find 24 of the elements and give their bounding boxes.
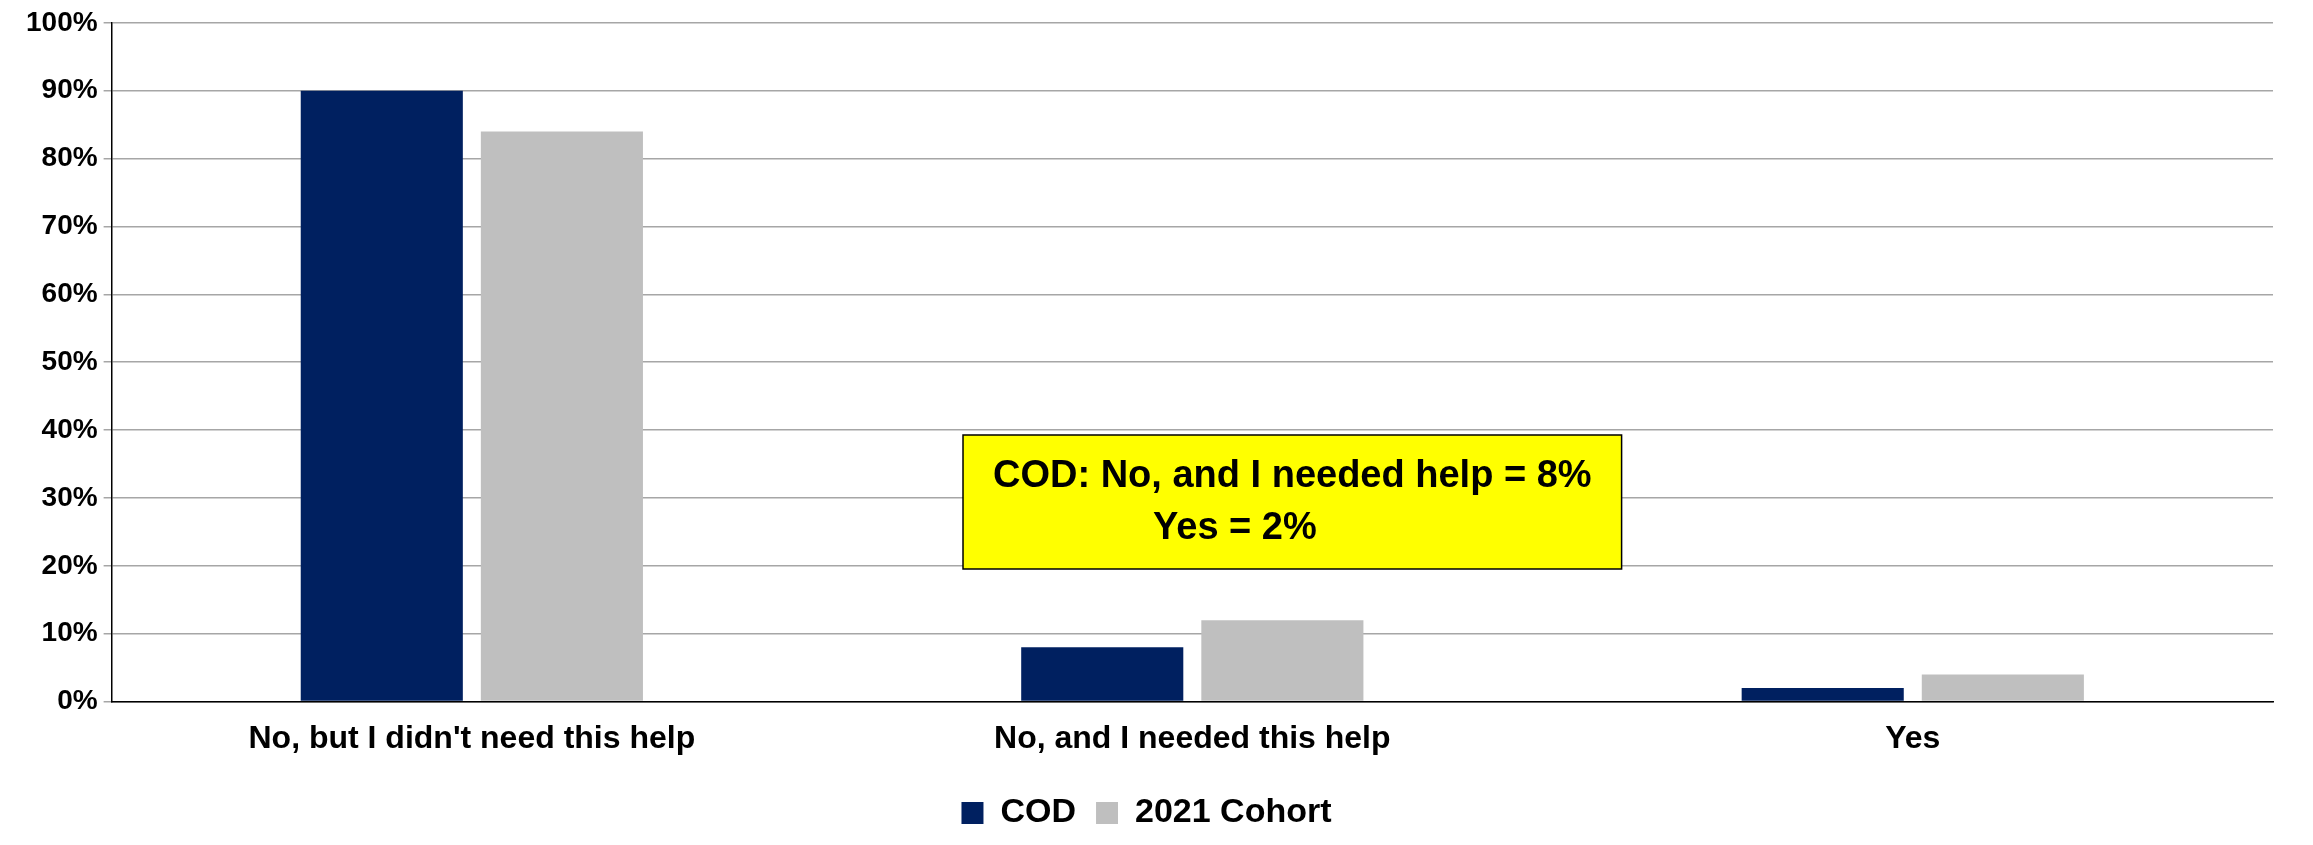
annotation: COD: No, and I needed help = 8%	[993, 452, 1592, 495]
y-tick-label: 70%	[41, 209, 98, 241]
y-tick-label: 40%	[41, 412, 98, 444]
y-tick-label: 90%	[41, 73, 98, 105]
x-tick-label: No, and I needed this help	[994, 718, 1391, 755]
legend-label: COD	[1000, 791, 1077, 830]
bar	[1741, 688, 1904, 701]
bar	[1921, 674, 2084, 701]
annotation: Yes = 2%	[1153, 504, 1317, 547]
y-tick-label: 20%	[41, 548, 98, 580]
x-tick-label: No, but I didn't need this help	[248, 718, 696, 755]
x-tick-label: Yes	[1885, 718, 1941, 755]
bar	[1021, 647, 1184, 701]
legend-label: 2021 Cohort	[1135, 791, 1332, 830]
y-tick-label: 50%	[41, 344, 98, 376]
y-tick-label: 0%	[57, 684, 98, 716]
y-tick-label: 30%	[41, 480, 98, 512]
y-tick-label: 10%	[41, 616, 98, 648]
y-tick-label: 60%	[41, 277, 98, 309]
bar	[1201, 620, 1364, 701]
y-tick-label: 80%	[41, 141, 98, 173]
bar	[480, 131, 643, 701]
bar	[300, 90, 463, 701]
y-tick-label: 100%	[25, 5, 98, 37]
